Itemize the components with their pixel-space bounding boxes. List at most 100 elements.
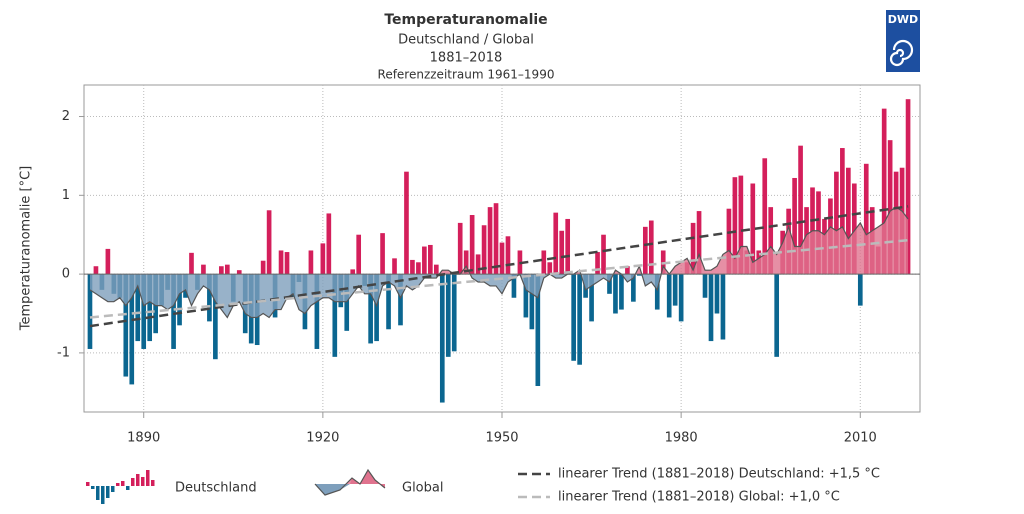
y-tick-label: 1	[62, 188, 70, 203]
bar	[840, 148, 845, 275]
bar	[344, 274, 350, 331]
bar	[499, 242, 505, 275]
bar	[141, 274, 147, 349]
x-tick-label: 1920	[306, 431, 339, 446]
bar	[792, 177, 797, 275]
bar	[380, 233, 385, 275]
logo-text: DWD	[888, 13, 918, 26]
legend-bar-icon	[131, 478, 135, 486]
bar	[738, 175, 744, 275]
bar	[857, 274, 863, 306]
bar	[314, 274, 320, 349]
bar	[678, 274, 684, 322]
bar	[511, 274, 517, 298]
bar	[589, 274, 594, 322]
x-tick-label: 1950	[485, 431, 518, 446]
bar	[666, 274, 672, 318]
bar	[481, 225, 487, 275]
legend-bar-icon	[116, 483, 120, 486]
bar	[607, 274, 612, 294]
y-tick-label: 0	[62, 267, 70, 282]
chart-subtitle: Deutschland / Global	[398, 33, 534, 48]
bar	[189, 252, 194, 275]
bar	[595, 252, 600, 275]
bar	[672, 274, 678, 306]
bar	[541, 250, 547, 275]
trend-line	[89, 205, 909, 328]
bar	[260, 260, 266, 275]
legend-bar-icon	[96, 486, 100, 500]
bar	[207, 274, 212, 322]
bar	[565, 218, 571, 275]
global-area-positive	[439, 207, 909, 274]
bar	[224, 264, 230, 275]
bar	[863, 163, 869, 275]
legend-bar-icon	[136, 474, 140, 486]
bar	[619, 274, 624, 310]
bar	[410, 259, 415, 275]
bar	[236, 270, 242, 275]
legend-bar-icon	[91, 486, 95, 489]
global-area-negative	[89, 274, 909, 318]
legend-area-icon	[315, 484, 350, 495]
bar	[696, 211, 702, 275]
bar	[469, 215, 475, 275]
bar	[93, 266, 99, 275]
bar	[374, 274, 379, 342]
bar	[320, 243, 326, 275]
bar	[326, 213, 332, 275]
bar	[451, 274, 457, 352]
legend-bar-icon	[101, 486, 105, 504]
bar	[547, 262, 553, 275]
legend-area-outline	[314, 468, 386, 496]
legend-bar-icon	[151, 480, 155, 486]
legend-bar-icon	[126, 486, 130, 490]
bar	[398, 274, 403, 326]
bar	[708, 274, 714, 342]
bar	[422, 246, 427, 275]
bar	[553, 212, 559, 275]
bar	[278, 250, 284, 275]
legend-bar-icon	[86, 482, 90, 486]
bar	[201, 264, 206, 275]
bar	[631, 274, 636, 302]
bar	[625, 266, 630, 275]
bar	[463, 250, 469, 275]
bar	[350, 269, 356, 275]
bar	[571, 274, 576, 361]
bar	[834, 171, 839, 275]
bar	[887, 140, 893, 275]
legend-label: linearer Trend (1881–2018) Global: +1,0 …	[558, 490, 840, 505]
bar	[750, 183, 756, 275]
x-tick-label: 2010	[844, 431, 877, 446]
bar	[284, 252, 290, 275]
bar	[129, 274, 135, 385]
bar	[219, 266, 224, 275]
bar	[642, 226, 648, 275]
y-axis-label: Temperaturanomalie [°C]	[19, 166, 34, 332]
bar	[266, 210, 272, 275]
legend-bar-icon	[141, 477, 145, 486]
chart-note: Referenzzeitraum 1961–1990	[378, 68, 555, 82]
trend-line	[89, 238, 909, 319]
bar	[768, 207, 774, 275]
logo-swirl	[889, 39, 914, 67]
bar	[720, 274, 726, 340]
bar	[332, 274, 338, 357]
bar	[475, 254, 481, 275]
bar	[601, 234, 606, 275]
bar	[392, 258, 397, 275]
bar	[439, 274, 445, 403]
x-tick-label: 1890	[127, 431, 160, 446]
bar	[433, 264, 439, 275]
bar	[87, 274, 93, 349]
bar	[851, 183, 857, 275]
bar	[702, 274, 708, 298]
bar	[105, 248, 111, 275]
bar	[559, 230, 565, 275]
bar	[147, 274, 153, 342]
bar	[846, 167, 851, 275]
bar	[487, 207, 493, 275]
bar	[613, 274, 618, 314]
